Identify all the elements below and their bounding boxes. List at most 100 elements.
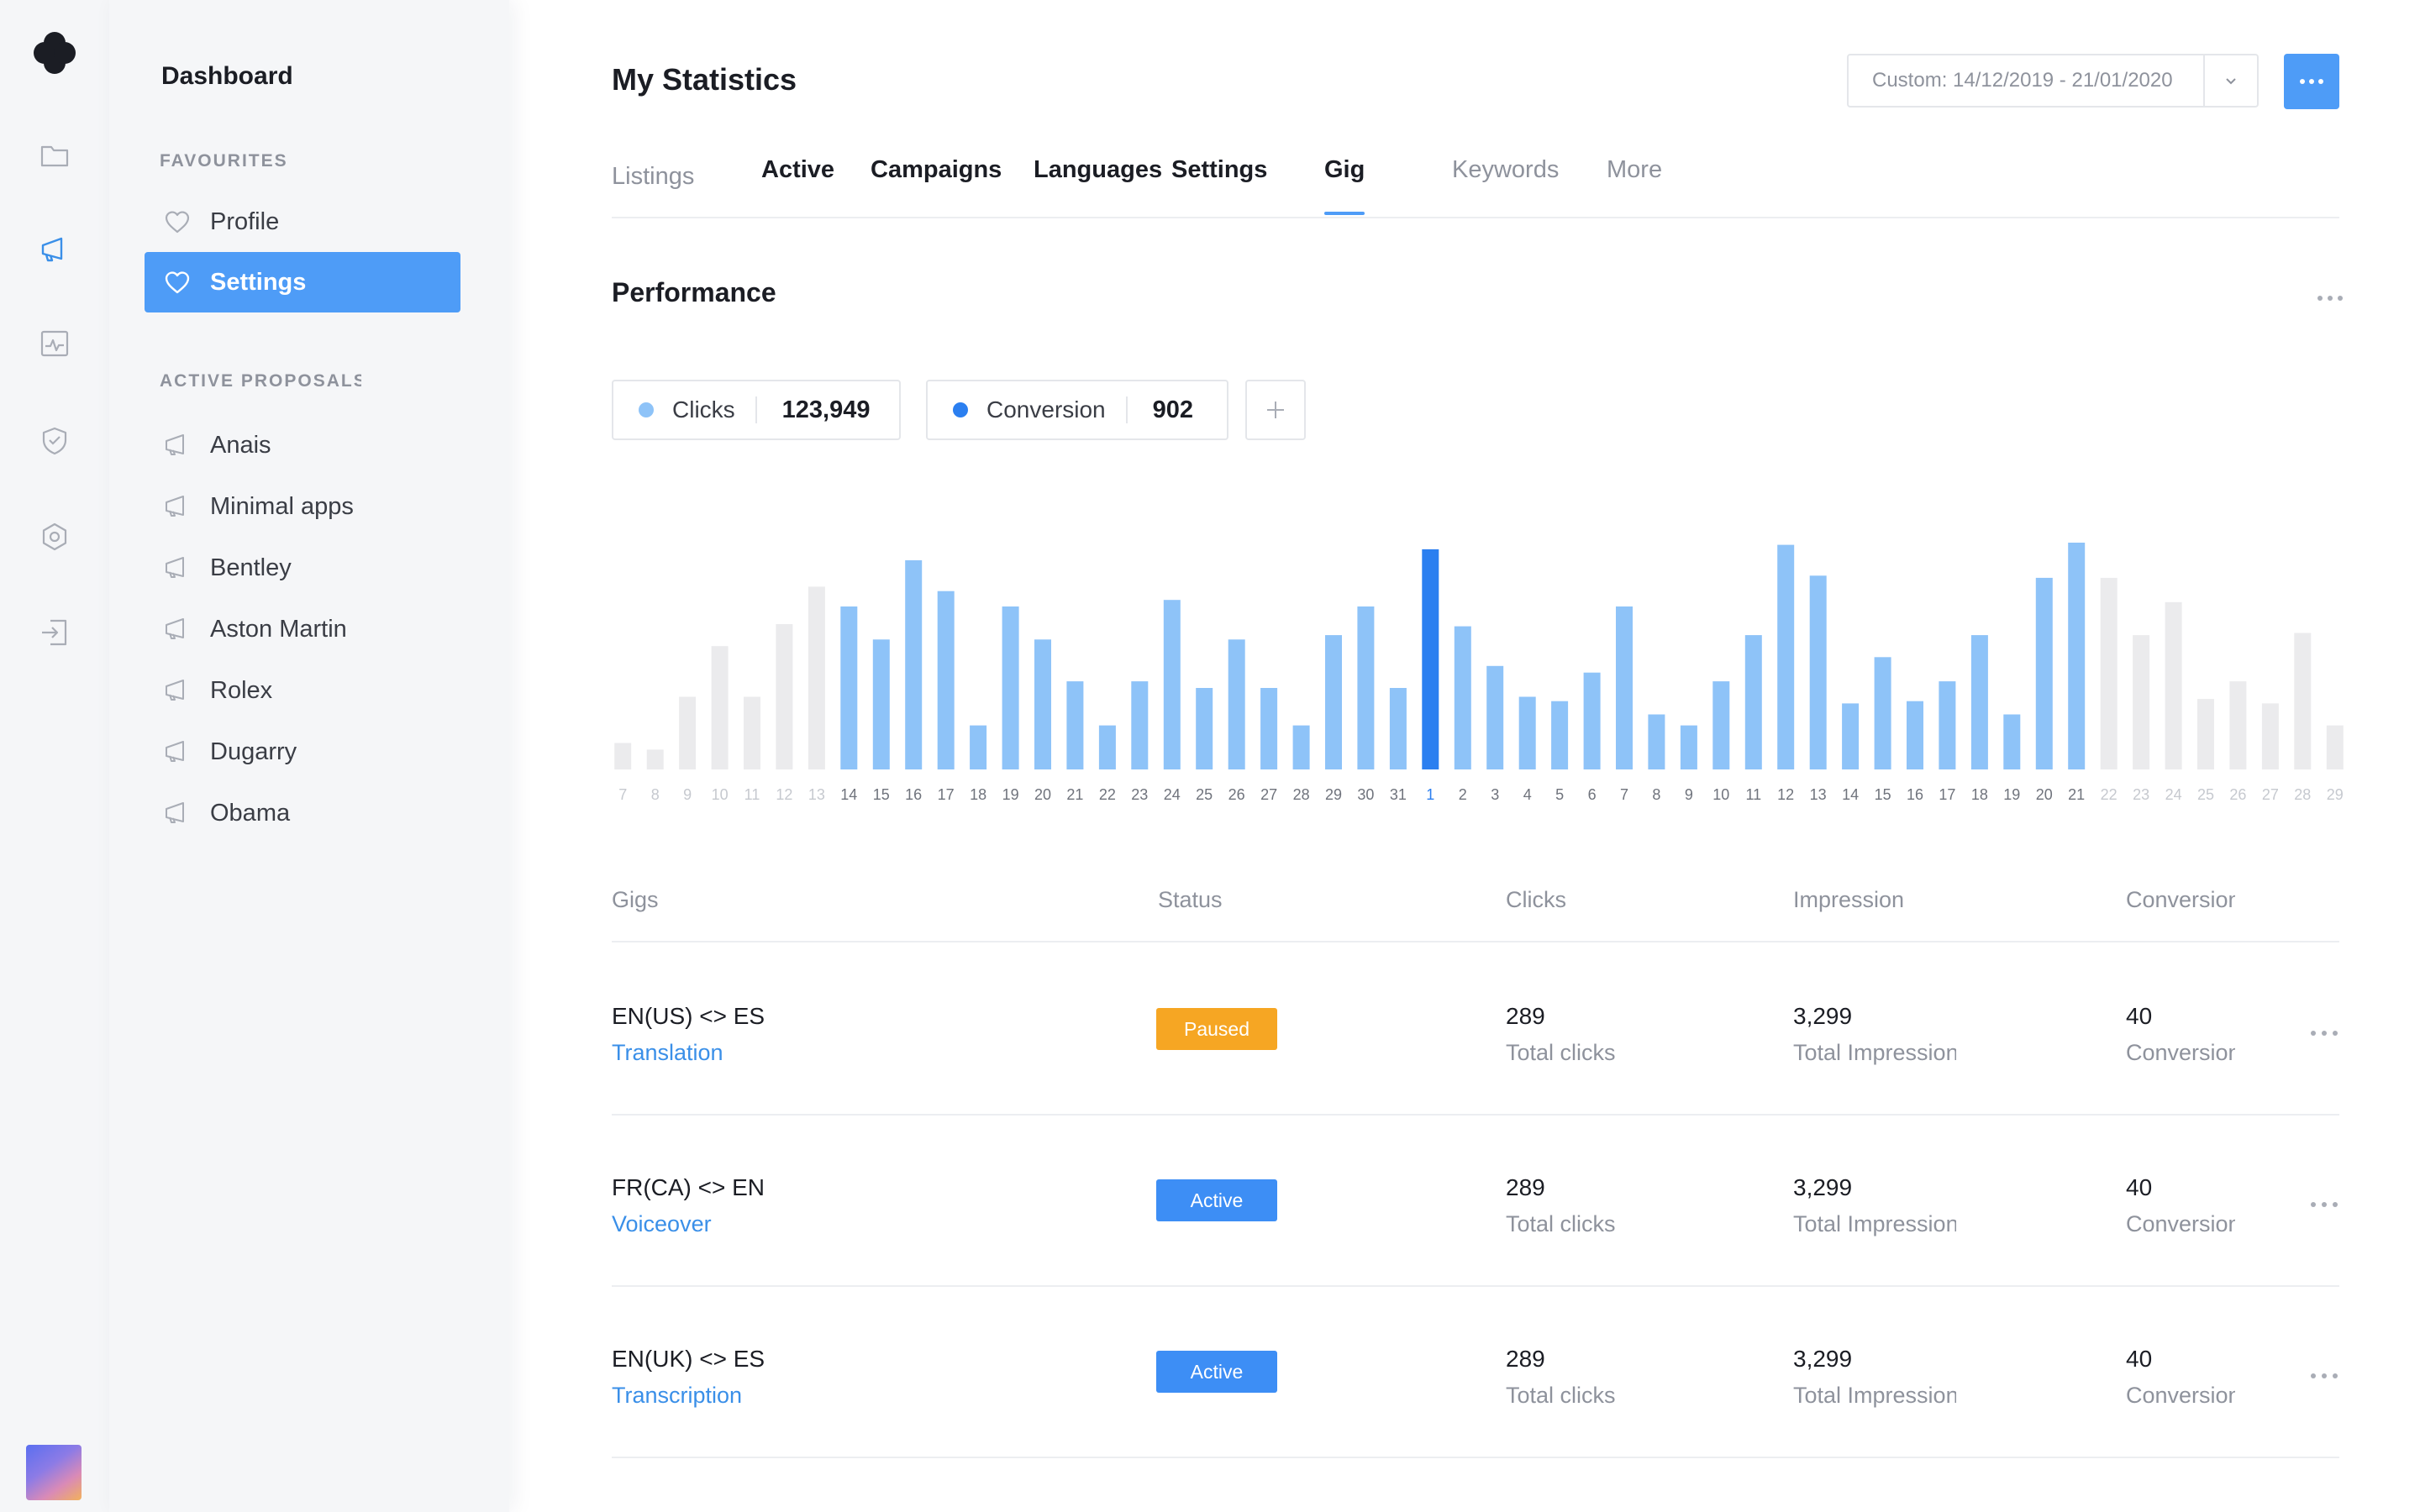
app-logo-icon[interactable] <box>31 29 78 76</box>
tab-keywords[interactable]: Keywords <box>1452 156 1560 183</box>
chart-bar[interactable] <box>1583 672 1601 769</box>
row-more-icon[interactable] <box>2309 1025 2339 1042</box>
shield-icon[interactable] <box>39 425 71 457</box>
chart-bar[interactable] <box>840 606 858 769</box>
metric-conversion[interactable]: Conversion 902 <box>926 380 1228 440</box>
megaphone-icon[interactable] <box>39 234 71 265</box>
chart-bar[interactable] <box>1712 681 1730 769</box>
chart-bar[interactable] <box>1131 681 1149 769</box>
chart-bar[interactable] <box>1260 688 1278 769</box>
tab-languages[interactable]: Languages <box>1034 156 1163 183</box>
header-more-button[interactable] <box>2284 54 2339 109</box>
chart-bar[interactable] <box>1066 681 1084 769</box>
sidebar-item-proposal[interactable]: Minimal apps <box>145 476 460 537</box>
chart-bar[interactable] <box>1325 635 1342 769</box>
chart-bar[interactable] <box>1228 639 1245 769</box>
chart-bar[interactable] <box>1034 639 1051 769</box>
chart-bar[interactable] <box>1454 626 1471 769</box>
chart-bar[interactable] <box>2068 543 2086 769</box>
chart-bar[interactable] <box>2133 635 2150 769</box>
chart-bar[interactable] <box>1098 725 1116 769</box>
chart-bar[interactable] <box>2229 681 2247 769</box>
sidebar-item-settings[interactable]: Settings <box>145 252 460 312</box>
chart-bar[interactable] <box>711 646 729 769</box>
gig-type-link[interactable]: Voiceover <box>612 1211 712 1236</box>
sidebar-item-proposal[interactable]: Aston Martin <box>145 599 460 659</box>
chart-bar[interactable] <box>2035 577 2053 769</box>
chart-bar[interactable] <box>1907 701 1923 769</box>
chart-bar[interactable] <box>1744 635 1762 769</box>
sidebar-item-profile[interactable]: Profile <box>145 192 460 252</box>
chart-bar[interactable] <box>1970 635 1988 769</box>
chart-bar[interactable] <box>1842 703 1860 769</box>
folder-icon[interactable] <box>39 139 71 171</box>
chart-bar[interactable] <box>937 591 955 769</box>
chart-bar[interactable] <box>2294 633 2312 770</box>
metric-clicks[interactable]: Clicks 123,949 <box>612 380 901 440</box>
chart-bar[interactable] <box>1357 606 1375 769</box>
chart-bar[interactable] <box>905 560 923 769</box>
chart-bar[interactable] <box>1422 549 1439 769</box>
table-row[interactable]: EN(UK) <> ES Transcription Active 289 Total … <box>612 1287 2339 1458</box>
settings-icon[interactable] <box>39 521 71 553</box>
more-horizontal-icon[interactable] <box>2316 286 2344 311</box>
chart-bar[interactable] <box>1163 600 1181 769</box>
chart-bar[interactable] <box>1002 606 1019 769</box>
chart-bar[interactable] <box>1389 688 1407 769</box>
chart-bar[interactable] <box>1777 544 1795 769</box>
chart-bar[interactable] <box>1551 701 1569 769</box>
column-header-gigs[interactable]: Gigs <box>612 887 659 912</box>
tab-campaigns[interactable]: Campaigns <box>871 156 1002 183</box>
chart-bar[interactable] <box>679 696 697 770</box>
tab-active[interactable]: Active <box>761 156 835 183</box>
tab-settings[interactable]: Settings <box>1171 156 1268 183</box>
chart-bar[interactable] <box>1809 575 1827 769</box>
chart-bar[interactable] <box>2003 714 2021 770</box>
tab-gig[interactable]: Gig <box>1324 156 1365 215</box>
chart-bar[interactable] <box>1292 725 1310 769</box>
chart-bar[interactable] <box>1518 696 1536 770</box>
chart-bar[interactable] <box>2326 725 2344 769</box>
row-more-icon[interactable] <box>2309 1368 2339 1384</box>
sidebar-item-proposal[interactable]: Anais <box>145 415 460 475</box>
row-more-icon[interactable] <box>2309 1196 2339 1213</box>
chart-bar[interactable] <box>1648 714 1665 770</box>
chart-bar[interactable] <box>2100 577 2118 769</box>
tab-more[interactable]: More <box>1607 156 1663 183</box>
gig-type-link[interactable]: Translation <box>612 1040 723 1065</box>
logout-icon[interactable] <box>39 617 71 648</box>
chart-bar[interactable] <box>2197 699 2214 769</box>
chart-bar[interactable] <box>1680 725 1697 769</box>
chart-bar[interactable] <box>776 624 793 769</box>
tab-listings[interactable]: Listings <box>612 163 695 190</box>
chart-bar[interactable] <box>2165 601 2182 769</box>
chart-bar[interactable] <box>646 749 664 769</box>
column-header-status[interactable]: Status <box>1158 887 1223 912</box>
user-avatar[interactable] <box>26 1445 82 1500</box>
chart-bar[interactable] <box>1874 657 1891 769</box>
sidebar-item-proposal[interactable]: Rolex <box>145 660 460 721</box>
sidebar-item-proposal[interactable]: Obama <box>145 783 460 843</box>
add-metric-button[interactable] <box>1245 380 1306 440</box>
chart-bar[interactable] <box>1486 665 1504 769</box>
chart-bar[interactable] <box>744 696 760 770</box>
sidebar-item-proposal[interactable]: Bentley <box>145 538 460 598</box>
gig-type-link[interactable]: Transcription <box>612 1383 743 1408</box>
chart-bar[interactable] <box>872 639 890 769</box>
chevron-down-icon[interactable] <box>2203 55 2257 106</box>
activity-icon[interactable] <box>39 328 71 360</box>
chart-bar[interactable] <box>1616 606 1633 769</box>
chart-bar[interactable] <box>1939 681 1956 769</box>
table-row[interactable]: FR(CA) <> EN Voiceover Active 289 Total clic… <box>612 1116 2339 1287</box>
chart-bar[interactable] <box>808 586 825 769</box>
column-header-conversion[interactable]: Conversion <box>2126 887 2235 912</box>
chart-bar[interactable] <box>614 743 632 770</box>
chart-bar[interactable] <box>970 725 987 769</box>
table-row[interactable]: EN(US) <> ES Translation Paused 289 Total cl… <box>612 944 2339 1116</box>
chart-bar[interactable] <box>1196 688 1213 769</box>
column-header-clicks[interactable]: Clicks <box>1506 887 1566 912</box>
chart-bar[interactable] <box>2261 703 2279 769</box>
column-header-impression[interactable]: Impression <box>1793 887 1905 912</box>
date-range-select[interactable]: Custom: 14/12/2019 - 21/01/2020 <box>1847 54 2259 108</box>
sidebar-item-proposal[interactable]: Dugarry <box>145 722 460 782</box>
